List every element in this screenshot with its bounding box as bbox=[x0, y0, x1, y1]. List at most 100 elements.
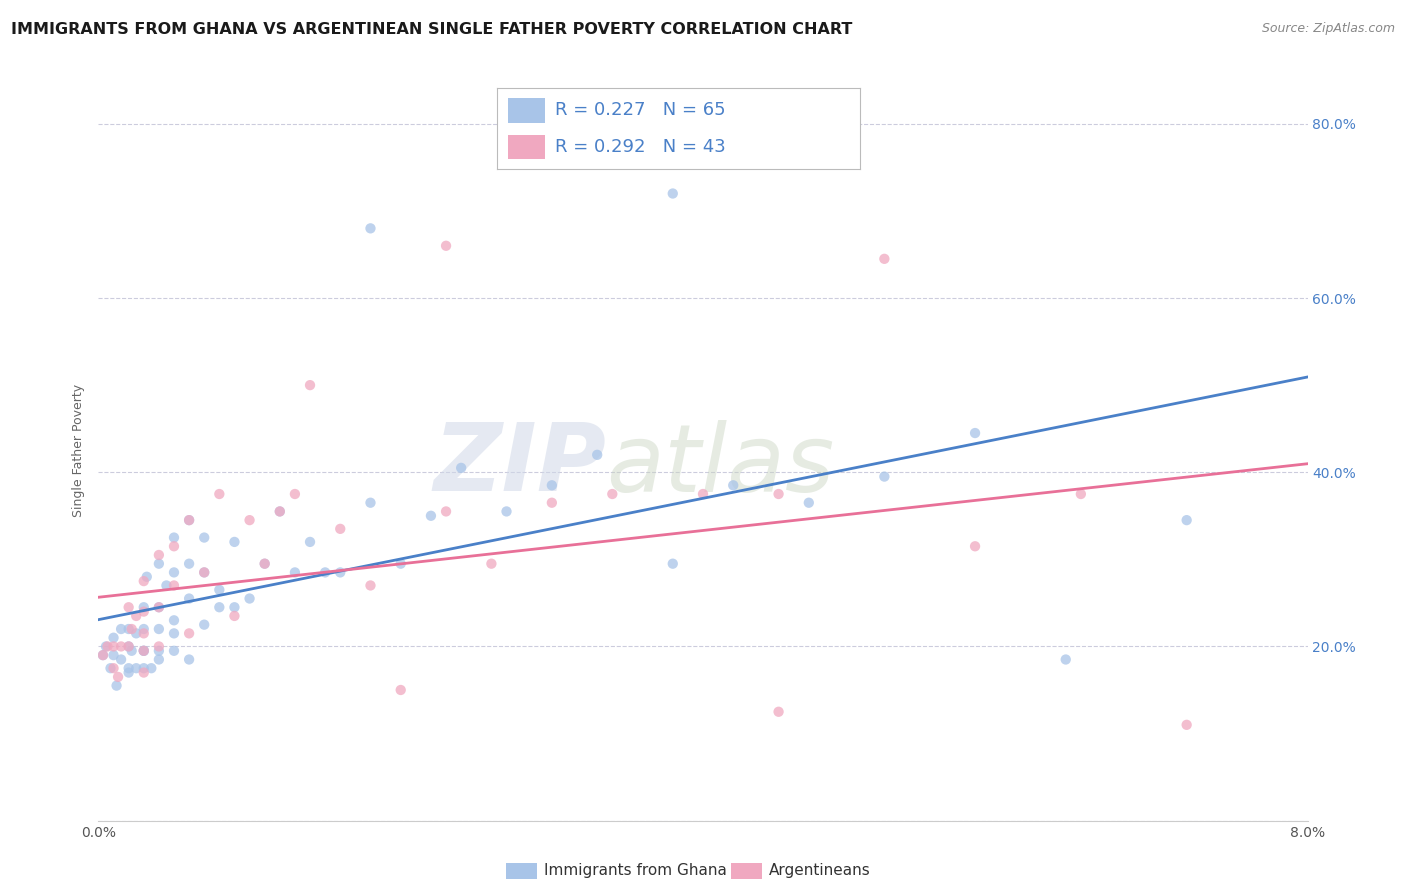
Point bbox=[193, 531, 215, 545]
Point bbox=[163, 613, 186, 627]
Point bbox=[481, 557, 503, 571]
Point bbox=[208, 600, 231, 615]
Point bbox=[132, 605, 155, 619]
Point bbox=[768, 487, 790, 501]
Text: ZIP: ZIP bbox=[433, 419, 606, 511]
Text: atlas: atlas bbox=[606, 420, 835, 511]
Point bbox=[873, 252, 896, 266]
Point bbox=[163, 578, 186, 592]
Point bbox=[110, 640, 132, 654]
Point bbox=[121, 622, 143, 636]
Point bbox=[132, 622, 155, 636]
Point bbox=[434, 504, 457, 518]
Point bbox=[1054, 652, 1077, 666]
Point bbox=[329, 566, 352, 580]
Point bbox=[253, 557, 276, 571]
Point bbox=[661, 186, 683, 201]
Point bbox=[155, 578, 177, 592]
Point bbox=[118, 600, 141, 615]
Point bbox=[299, 535, 322, 549]
Point bbox=[540, 496, 562, 510]
Point bbox=[224, 600, 246, 615]
Point bbox=[125, 609, 148, 624]
Point bbox=[602, 487, 624, 501]
Point bbox=[224, 609, 246, 624]
Point bbox=[91, 648, 114, 662]
Point bbox=[299, 378, 322, 392]
Point bbox=[768, 705, 790, 719]
Point bbox=[91, 648, 114, 662]
Point bbox=[163, 626, 186, 640]
Point bbox=[132, 600, 155, 615]
Point bbox=[107, 670, 129, 684]
Point bbox=[179, 652, 201, 666]
Point bbox=[163, 566, 186, 580]
Point bbox=[103, 648, 125, 662]
Point bbox=[450, 461, 472, 475]
Point bbox=[110, 622, 132, 636]
Point bbox=[148, 622, 170, 636]
Point bbox=[141, 661, 163, 675]
Point bbox=[239, 513, 262, 527]
Point bbox=[179, 513, 201, 527]
Point bbox=[224, 535, 246, 549]
Point bbox=[148, 640, 170, 654]
Point bbox=[193, 617, 215, 632]
Point bbox=[420, 508, 443, 523]
Point bbox=[100, 661, 122, 675]
Point bbox=[118, 665, 141, 680]
Point bbox=[284, 487, 307, 501]
Point bbox=[118, 640, 141, 654]
Point bbox=[193, 566, 215, 580]
Point bbox=[965, 539, 987, 553]
Point bbox=[132, 644, 155, 658]
Point bbox=[239, 591, 262, 606]
Text: Argentineans: Argentineans bbox=[769, 863, 870, 878]
Point bbox=[132, 661, 155, 675]
Point bbox=[1070, 487, 1092, 501]
Point bbox=[495, 504, 517, 518]
Point bbox=[125, 661, 148, 675]
Point bbox=[163, 644, 186, 658]
Point bbox=[163, 531, 186, 545]
Point bbox=[132, 574, 155, 588]
Point bbox=[103, 631, 125, 645]
Point bbox=[132, 644, 155, 658]
Point bbox=[692, 487, 714, 501]
Point bbox=[135, 570, 157, 584]
Y-axis label: Single Father Poverty: Single Father Poverty bbox=[72, 384, 86, 517]
Point bbox=[103, 661, 125, 675]
Point bbox=[389, 683, 412, 698]
Text: IMMIGRANTS FROM GHANA VS ARGENTINEAN SINGLE FATHER POVERTY CORRELATION CHART: IMMIGRANTS FROM GHANA VS ARGENTINEAN SIN… bbox=[11, 22, 852, 37]
Point bbox=[148, 652, 170, 666]
Point bbox=[1175, 718, 1198, 732]
Point bbox=[208, 582, 231, 597]
Point bbox=[94, 640, 117, 654]
Text: Source: ZipAtlas.com: Source: ZipAtlas.com bbox=[1261, 22, 1395, 36]
Point bbox=[389, 557, 412, 571]
Point bbox=[118, 622, 141, 636]
Point bbox=[132, 626, 155, 640]
Point bbox=[208, 487, 231, 501]
Point bbox=[314, 566, 336, 580]
Point bbox=[132, 644, 155, 658]
Point bbox=[434, 239, 457, 253]
Point bbox=[797, 496, 820, 510]
Point bbox=[269, 504, 291, 518]
Point bbox=[148, 644, 170, 658]
Point bbox=[110, 652, 132, 666]
Point bbox=[269, 504, 291, 518]
Point bbox=[148, 548, 170, 562]
Text: Immigrants from Ghana: Immigrants from Ghana bbox=[544, 863, 727, 878]
Point bbox=[1175, 513, 1198, 527]
Point bbox=[360, 496, 382, 510]
Point bbox=[540, 478, 562, 492]
Point bbox=[132, 665, 155, 680]
Point bbox=[193, 566, 215, 580]
Point bbox=[329, 522, 352, 536]
Point bbox=[179, 591, 201, 606]
Point bbox=[179, 557, 201, 571]
Point bbox=[873, 469, 896, 483]
Point bbox=[965, 425, 987, 440]
Point bbox=[105, 679, 128, 693]
